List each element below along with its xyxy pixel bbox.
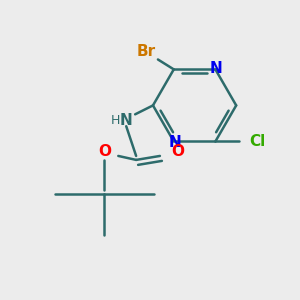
Text: N: N (168, 135, 181, 150)
Text: O: O (171, 145, 184, 160)
Text: N: N (120, 113, 133, 128)
Text: H: H (111, 114, 120, 127)
Text: Br: Br (136, 44, 156, 59)
Text: Cl: Cl (249, 134, 265, 149)
Text: O: O (98, 145, 111, 160)
Text: N: N (210, 61, 223, 76)
